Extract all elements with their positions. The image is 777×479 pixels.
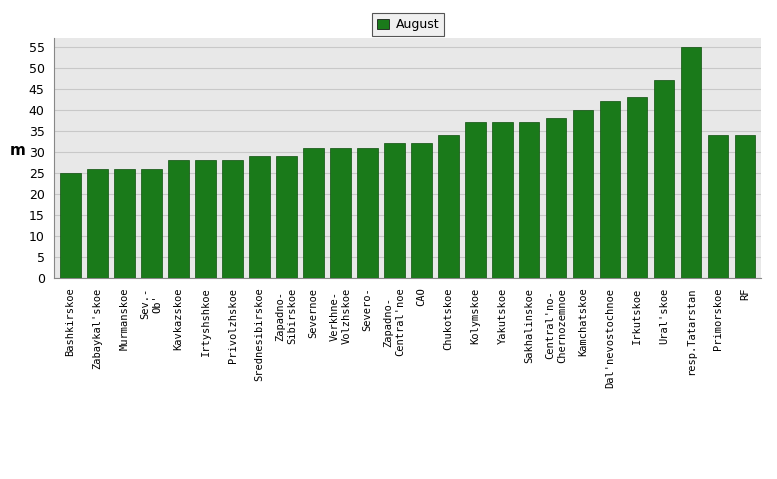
Bar bbox=[411, 143, 431, 278]
Bar bbox=[546, 118, 566, 278]
Bar bbox=[519, 122, 539, 278]
Bar bbox=[465, 122, 486, 278]
Bar bbox=[195, 160, 216, 278]
Bar bbox=[627, 97, 647, 278]
Bar bbox=[303, 148, 323, 278]
Bar bbox=[438, 135, 458, 278]
Bar bbox=[88, 169, 108, 278]
Bar bbox=[277, 156, 297, 278]
Bar bbox=[600, 102, 621, 278]
Bar bbox=[330, 148, 350, 278]
Bar bbox=[61, 173, 81, 278]
Bar bbox=[385, 143, 405, 278]
Bar bbox=[573, 110, 594, 278]
Bar bbox=[493, 122, 513, 278]
Bar bbox=[708, 135, 728, 278]
Bar bbox=[735, 135, 755, 278]
Bar bbox=[681, 47, 702, 278]
Bar bbox=[141, 169, 162, 278]
Bar bbox=[357, 148, 378, 278]
Bar bbox=[169, 160, 189, 278]
Legend: August: August bbox=[371, 13, 444, 36]
Bar bbox=[249, 156, 270, 278]
Bar bbox=[222, 160, 242, 278]
Y-axis label: m: m bbox=[9, 143, 26, 158]
Bar bbox=[114, 169, 134, 278]
Bar bbox=[654, 80, 674, 278]
